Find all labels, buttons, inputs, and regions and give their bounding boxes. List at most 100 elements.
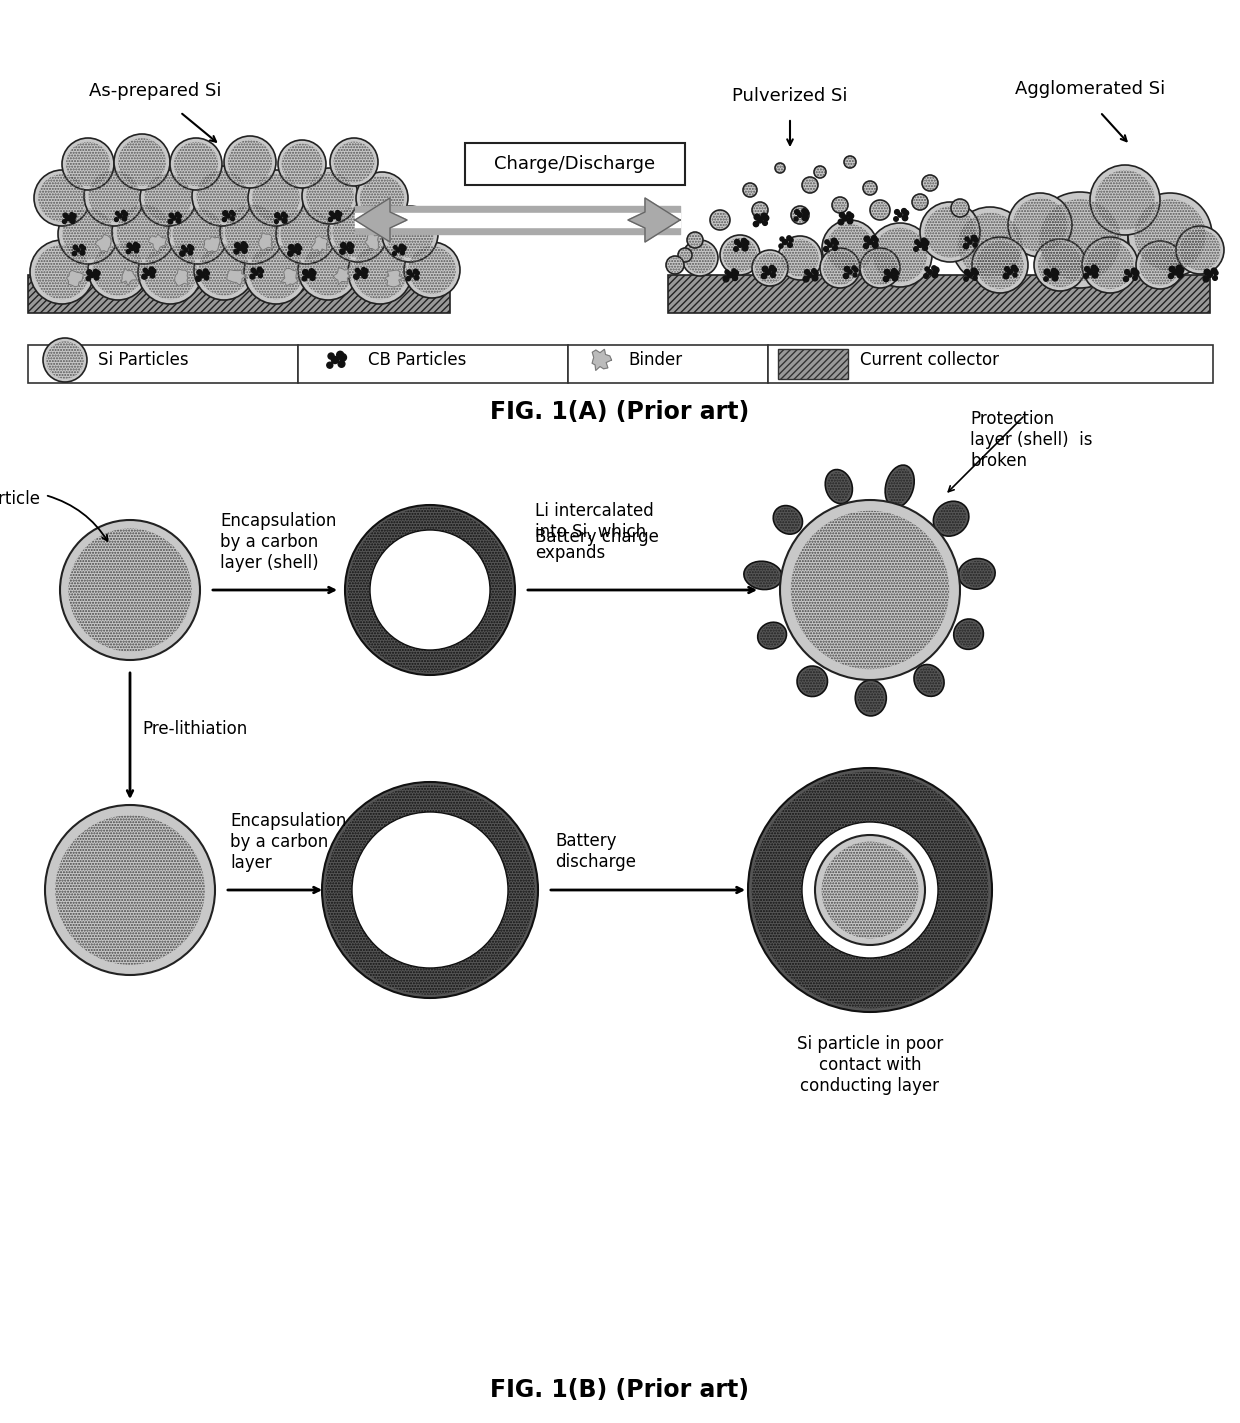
Circle shape: [353, 273, 360, 279]
Text: Binder: Binder: [627, 351, 682, 369]
Text: Encapsulation
by a carbon
layer: Encapsulation by a carbon layer: [229, 813, 346, 872]
Bar: [29, 344, 1213, 383]
Circle shape: [780, 499, 960, 680]
Ellipse shape: [244, 240, 308, 305]
Ellipse shape: [193, 240, 254, 300]
Ellipse shape: [404, 242, 460, 297]
Circle shape: [71, 213, 76, 219]
Circle shape: [200, 272, 205, 277]
Polygon shape: [203, 236, 219, 252]
Circle shape: [894, 209, 899, 215]
Circle shape: [258, 268, 262, 272]
Circle shape: [1052, 269, 1056, 273]
Circle shape: [250, 268, 255, 273]
Circle shape: [250, 275, 255, 279]
Polygon shape: [384, 270, 404, 287]
Bar: [777, 349, 848, 379]
Circle shape: [892, 275, 898, 280]
Ellipse shape: [820, 248, 861, 287]
Circle shape: [761, 213, 768, 219]
Ellipse shape: [687, 232, 703, 248]
Circle shape: [1131, 268, 1137, 273]
Circle shape: [1003, 273, 1009, 279]
Circle shape: [1177, 265, 1182, 270]
Circle shape: [1094, 268, 1099, 273]
Circle shape: [370, 529, 490, 650]
Text: FIG. 1(B) (Prior art): FIG. 1(B) (Prior art): [491, 1377, 749, 1402]
Circle shape: [932, 272, 937, 277]
Circle shape: [284, 215, 288, 218]
Circle shape: [965, 269, 970, 275]
Circle shape: [812, 275, 818, 280]
Circle shape: [921, 238, 928, 243]
Circle shape: [1128, 273, 1132, 277]
Ellipse shape: [911, 194, 928, 211]
Circle shape: [196, 276, 201, 282]
Circle shape: [231, 216, 234, 221]
Circle shape: [258, 273, 263, 277]
Ellipse shape: [30, 240, 94, 305]
Circle shape: [794, 216, 799, 221]
Text: Si Particles: Si Particles: [98, 351, 188, 369]
Circle shape: [229, 211, 233, 215]
Circle shape: [330, 212, 334, 215]
Circle shape: [903, 215, 908, 221]
Circle shape: [1084, 273, 1089, 279]
Circle shape: [381, 219, 384, 223]
Circle shape: [971, 268, 977, 275]
Circle shape: [832, 246, 837, 250]
Circle shape: [331, 357, 339, 363]
Circle shape: [259, 269, 263, 273]
Circle shape: [928, 270, 932, 275]
Bar: [29, 275, 450, 313]
Ellipse shape: [775, 164, 785, 174]
Ellipse shape: [192, 166, 252, 226]
Circle shape: [864, 236, 870, 242]
Circle shape: [805, 269, 810, 275]
Circle shape: [89, 272, 94, 277]
Ellipse shape: [248, 169, 304, 226]
Circle shape: [771, 268, 776, 272]
Ellipse shape: [1128, 194, 1211, 277]
Bar: [768, 344, 1213, 383]
Ellipse shape: [1032, 192, 1128, 287]
Circle shape: [1013, 273, 1017, 277]
Bar: [668, 275, 1210, 313]
Text: Pre-lithiation: Pre-lithiation: [143, 720, 247, 739]
Ellipse shape: [856, 680, 887, 716]
Ellipse shape: [791, 206, 808, 223]
Circle shape: [894, 216, 898, 221]
Circle shape: [329, 353, 334, 359]
Circle shape: [339, 354, 346, 361]
Circle shape: [797, 212, 802, 218]
Circle shape: [135, 243, 140, 249]
Circle shape: [291, 248, 296, 253]
Ellipse shape: [303, 168, 358, 223]
Ellipse shape: [920, 202, 980, 262]
Circle shape: [763, 266, 768, 272]
Circle shape: [337, 212, 342, 216]
Circle shape: [69, 218, 76, 223]
Ellipse shape: [167, 203, 228, 265]
Ellipse shape: [278, 139, 326, 188]
Circle shape: [967, 273, 972, 277]
Circle shape: [337, 351, 343, 359]
Circle shape: [973, 276, 977, 280]
Circle shape: [134, 242, 138, 246]
Circle shape: [389, 213, 394, 219]
Text: Battery charge: Battery charge: [534, 528, 658, 546]
Circle shape: [742, 239, 746, 243]
Circle shape: [807, 273, 812, 277]
Circle shape: [126, 249, 130, 253]
Polygon shape: [311, 236, 329, 253]
Ellipse shape: [923, 175, 937, 191]
Circle shape: [305, 272, 310, 277]
Circle shape: [1085, 266, 1090, 272]
Ellipse shape: [844, 157, 856, 168]
Circle shape: [1008, 269, 1012, 275]
Circle shape: [1052, 275, 1058, 280]
Circle shape: [733, 276, 738, 280]
Circle shape: [1213, 276, 1218, 280]
Ellipse shape: [112, 201, 176, 265]
Polygon shape: [280, 269, 298, 286]
